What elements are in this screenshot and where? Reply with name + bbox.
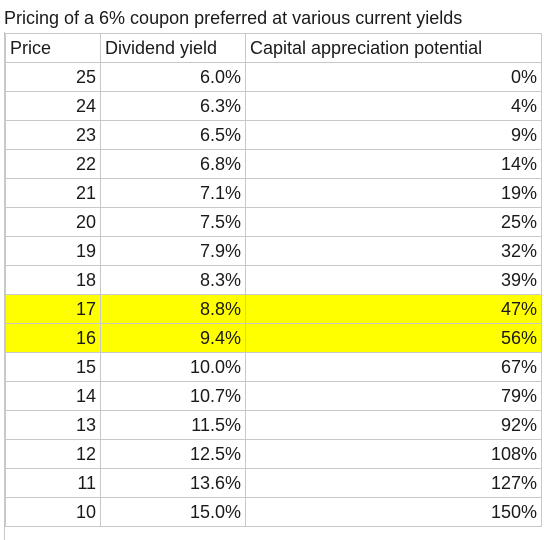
table-row: 19 7.9% 32% xyxy=(5,236,542,266)
cell-price[interactable]: 13 xyxy=(5,410,101,440)
cell-dividend-yield[interactable]: 12.5% xyxy=(100,439,246,469)
table-row: 11 13.6% 127% xyxy=(5,468,542,498)
cell-dividend-yield[interactable]: 6.8% xyxy=(100,149,246,179)
table-row: 18 8.3% 39% xyxy=(5,265,542,295)
cell-price[interactable]: 10 xyxy=(5,497,101,527)
cell-price[interactable]: 23 xyxy=(5,120,101,150)
cell-dividend-yield[interactable]: 6.5% xyxy=(100,120,246,150)
cell-price[interactable]: 17 xyxy=(5,294,101,324)
table-row: 16 9.4% 56% xyxy=(5,323,542,353)
cell-dividend-yield[interactable]: 6.0% xyxy=(100,62,246,92)
table-row: 10 15.0% 150% xyxy=(5,497,542,527)
cell-capital-appreciation[interactable]: 25% xyxy=(245,207,542,237)
cell-capital-appreciation[interactable]: 9% xyxy=(245,120,542,150)
cell-capital-appreciation[interactable]: 19% xyxy=(245,178,542,208)
cell-capital-appreciation[interactable]: 127% xyxy=(245,468,542,498)
table-row: 13 11.5% 92% xyxy=(5,410,542,440)
cell-price[interactable]: 12 xyxy=(5,439,101,469)
cell-price[interactable]: 15 xyxy=(5,352,101,382)
cell-price[interactable]: 25 xyxy=(5,62,101,92)
header-capital-appreciation[interactable]: Capital appreciation potential xyxy=(245,33,542,63)
cell-price[interactable]: 24 xyxy=(5,91,101,121)
cell-capital-appreciation[interactable]: 56% xyxy=(245,323,542,353)
table-row: 22 6.8% 14% xyxy=(5,149,542,179)
cell-dividend-yield[interactable]: 7.5% xyxy=(100,207,246,237)
cell-capital-appreciation[interactable]: 79% xyxy=(245,381,542,411)
cell-dividend-yield[interactable]: 10.0% xyxy=(100,352,246,382)
pricing-table: Price Dividend yield Capital appreciatio… xyxy=(5,33,542,527)
cell-dividend-yield[interactable]: 7.1% xyxy=(100,178,246,208)
cell-capital-appreciation[interactable]: 39% xyxy=(245,265,542,295)
table-row: 25 6.0% 0% xyxy=(5,62,542,92)
column-divider xyxy=(4,32,5,540)
table-row: 15 10.0% 67% xyxy=(5,352,542,382)
cell-dividend-yield[interactable]: 15.0% xyxy=(100,497,246,527)
cell-dividend-yield[interactable]: 11.5% xyxy=(100,410,246,440)
cell-capital-appreciation[interactable]: 32% xyxy=(245,236,542,266)
cell-capital-appreciation[interactable]: 108% xyxy=(245,439,542,469)
cell-capital-appreciation[interactable]: 4% xyxy=(245,91,542,121)
table-row: 12 12.5% 108% xyxy=(5,439,542,469)
cell-price[interactable]: 11 xyxy=(5,468,101,498)
cell-dividend-yield[interactable]: 8.3% xyxy=(100,265,246,295)
cell-capital-appreciation[interactable]: 92% xyxy=(245,410,542,440)
cell-capital-appreciation[interactable]: 67% xyxy=(245,352,542,382)
table-row: 21 7.1% 19% xyxy=(5,178,542,208)
cell-capital-appreciation[interactable]: 150% xyxy=(245,497,542,527)
cell-capital-appreciation[interactable]: 14% xyxy=(245,149,542,179)
sheet-title[interactable]: Pricing of a 6% coupon preferred at vari… xyxy=(4,8,463,28)
cell-dividend-yield[interactable]: 13.6% xyxy=(100,468,246,498)
cell-dividend-yield[interactable]: 7.9% xyxy=(100,236,246,266)
table-row: 17 8.8% 47% xyxy=(5,294,542,324)
table-row: 23 6.5% 9% xyxy=(5,120,542,150)
cell-price[interactable]: 14 xyxy=(5,381,101,411)
cell-dividend-yield[interactable]: 9.4% xyxy=(100,323,246,353)
cell-capital-appreciation[interactable]: 47% xyxy=(245,294,542,324)
table-row: 24 6.3% 4% xyxy=(5,91,542,121)
cell-dividend-yield[interactable]: 10.7% xyxy=(100,381,246,411)
cell-dividend-yield[interactable]: 8.8% xyxy=(100,294,246,324)
cell-price[interactable]: 16 xyxy=(5,323,101,353)
header-price[interactable]: Price xyxy=(5,33,101,63)
cell-price[interactable]: 20 xyxy=(5,207,101,237)
header-row: Price Dividend yield Capital appreciatio… xyxy=(5,33,542,63)
cell-capital-appreciation[interactable]: 0% xyxy=(245,62,542,92)
cell-dividend-yield[interactable]: 6.3% xyxy=(100,91,246,121)
table-row: 14 10.7% 79% xyxy=(5,381,542,411)
cell-price[interactable]: 18 xyxy=(5,265,101,295)
table-row: 20 7.5% 25% xyxy=(5,207,542,237)
header-dividend-yield[interactable]: Dividend yield xyxy=(100,33,246,63)
table-body: 25 6.0% 0% 24 6.3% 4% 23 6.5% 9% 22 6.8% 14% 21 7.1% 1… xyxy=(5,62,542,527)
cell-price[interactable]: 19 xyxy=(5,236,101,266)
cell-price[interactable]: 22 xyxy=(5,149,101,179)
cell-price[interactable]: 21 xyxy=(5,178,101,208)
